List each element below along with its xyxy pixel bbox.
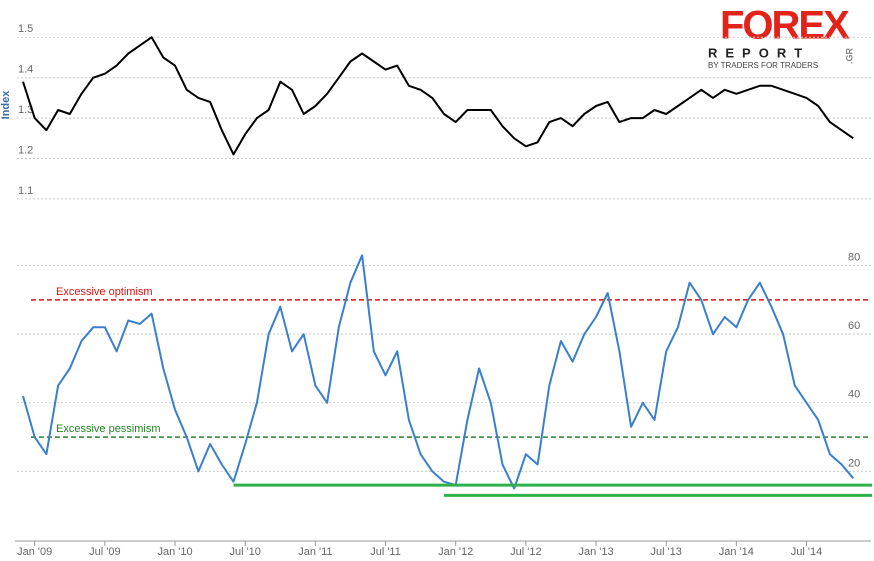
y-tick-label: 80	[848, 251, 860, 263]
data-line	[22, 36, 854, 156]
y-tick-label: 1.2	[18, 144, 33, 156]
x-tick-label: Jan '12	[438, 546, 473, 558]
x-tick-label: Jan '14	[719, 546, 754, 558]
logo-tagline: BY TRADERS FOR TRADERS	[708, 61, 818, 70]
reference-label: Excessive pessimism	[56, 423, 161, 435]
y-tick-label: 1.3	[18, 104, 33, 116]
y-tick-label: 60	[848, 320, 860, 332]
x-tick-label: Jul '13	[650, 546, 681, 558]
x-tick-label: Jan '10	[157, 546, 192, 558]
x-tick-label: Jan '09	[17, 546, 52, 558]
reference-label: Excessive optimism	[56, 286, 153, 298]
x-tick-label: Jul '11	[370, 546, 401, 558]
x-tick-label: Jul '10	[229, 546, 260, 558]
y-tick-label: 1.5	[18, 23, 33, 35]
y-tick-label: 20	[848, 457, 860, 469]
data-line	[22, 254, 855, 490]
y-tick-label: 40	[848, 389, 860, 401]
x-tick-label: Jul '12	[510, 546, 541, 558]
x-tick-label: Jan '11	[298, 546, 332, 558]
logo-domain: .GR	[844, 47, 854, 64]
x-tick-label: Jan '13	[578, 546, 613, 558]
x-tick-label: Jul '09	[89, 546, 120, 558]
logo-title: FOREX	[720, 4, 850, 48]
logo-subtitle: REPORT	[708, 45, 810, 60]
y-tick-label: 1.1	[18, 185, 33, 197]
y-axis-title: Index	[0, 90, 12, 120]
x-tick-label: Jul '14	[791, 546, 822, 558]
y-tick-label: 1.4	[18, 64, 33, 76]
